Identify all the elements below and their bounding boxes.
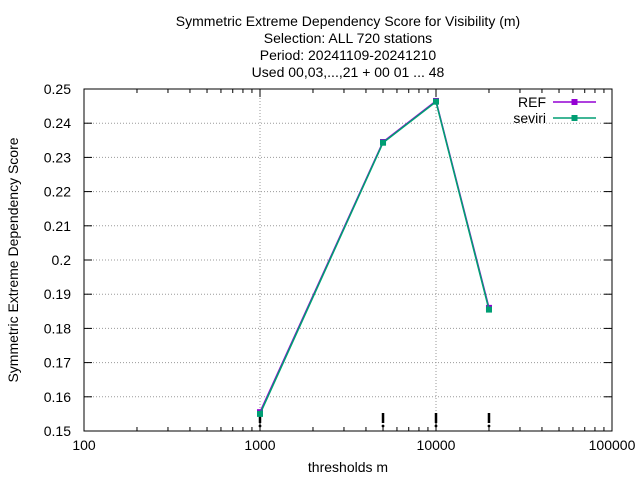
- y-tick-label: 0.18: [44, 320, 71, 336]
- y-tick-label: 0.19: [44, 286, 71, 302]
- chart-title-line-3: Period: 20241109-20241210: [260, 47, 437, 63]
- threshold-marker-dot: [434, 424, 438, 428]
- y-tick-label: 0.2: [52, 252, 72, 268]
- chart-title-line-1: Symmetric Extreme Dependency Score for V…: [176, 13, 520, 29]
- y-axis-label: Symmetric Extreme Dependency Score: [5, 137, 21, 382]
- x-tick-label: 1000: [244, 437, 275, 453]
- y-tick-label: 0.17: [44, 355, 71, 371]
- y-tick-label: 0.23: [44, 149, 71, 165]
- legend-marker-seviri: [571, 115, 578, 121]
- legend-label-seviri: seviri: [513, 110, 546, 126]
- chart-title-line-2: Selection: ALL 720 stations: [264, 30, 432, 46]
- data-point-seviri: [380, 139, 387, 146]
- threshold-marker-dot: [258, 424, 262, 428]
- y-tick-label: 0.21: [44, 218, 71, 234]
- y-tick-label: 0.15: [44, 423, 71, 439]
- data-point-seviri: [433, 98, 439, 105]
- y-tick-label: 0.24: [44, 115, 71, 131]
- threshold-marker-dot: [487, 424, 491, 428]
- y-tick-label: 0.16: [44, 389, 71, 405]
- series-line-seviri: [259, 100, 490, 415]
- data-point-seviri: [257, 410, 263, 417]
- x-tick-label: 10000: [417, 437, 456, 453]
- x-tick-label: 100000: [589, 437, 636, 453]
- x-axis-label: thresholds m: [308, 459, 388, 475]
- threshold-marker-dot: [381, 424, 385, 428]
- chart-title-line-4: Used 00,03,...,21 + 00 01 ... 48: [252, 64, 445, 80]
- data-point-seviri: [485, 306, 492, 313]
- series-line-ref: [259, 99, 490, 413]
- y-tick-label: 0.25: [44, 81, 71, 97]
- y-tick-label: 0.22: [44, 184, 71, 200]
- legend-label-ref: REF: [518, 94, 546, 110]
- legend-marker-ref: [571, 99, 578, 105]
- x-tick-label: 100: [72, 437, 96, 453]
